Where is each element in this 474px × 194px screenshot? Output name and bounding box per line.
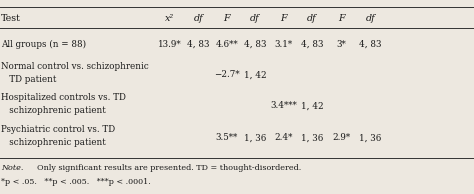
Text: −2.7*: −2.7* xyxy=(214,70,239,79)
Text: 1, 36: 1, 36 xyxy=(244,133,266,142)
Text: 4.6**: 4.6** xyxy=(215,40,238,49)
Text: Only significant results are presented. TD = thought-disordered.: Only significant results are presented. … xyxy=(32,164,301,172)
Text: 13.9*: 13.9* xyxy=(158,40,182,49)
Text: 4, 83: 4, 83 xyxy=(359,40,382,49)
Text: df: df xyxy=(193,14,203,23)
Text: Normal control vs. schizophrenic: Normal control vs. schizophrenic xyxy=(1,62,149,71)
Text: df: df xyxy=(307,14,317,23)
Text: 2.4*: 2.4* xyxy=(274,133,292,142)
Text: Psychiatric control vs. TD: Psychiatric control vs. TD xyxy=(1,126,115,134)
Text: 1, 42: 1, 42 xyxy=(301,101,323,110)
Text: 1, 36: 1, 36 xyxy=(301,133,323,142)
Text: Hospitalized controls vs. TD: Hospitalized controls vs. TD xyxy=(1,94,126,102)
Text: 4, 83: 4, 83 xyxy=(301,40,323,49)
Text: 3.5**: 3.5** xyxy=(216,133,237,142)
Text: 1, 36: 1, 36 xyxy=(359,133,382,142)
Text: 1, 42: 1, 42 xyxy=(244,70,266,79)
Text: schizophrenic patient: schizophrenic patient xyxy=(1,106,106,115)
Text: F: F xyxy=(338,14,345,23)
Text: 3.4***: 3.4*** xyxy=(270,101,297,110)
Text: Test: Test xyxy=(1,14,21,23)
Text: 4, 83: 4, 83 xyxy=(187,40,210,49)
Text: df: df xyxy=(250,14,260,23)
Text: 2.9*: 2.9* xyxy=(332,133,350,142)
Text: 3.1*: 3.1* xyxy=(274,40,292,49)
Text: *p < .05.   **p < .005.   ***p < .0001.: *p < .05. **p < .005. ***p < .0001. xyxy=(1,178,151,186)
Text: All groups (n = 88): All groups (n = 88) xyxy=(1,40,86,49)
Text: 3*: 3* xyxy=(337,40,346,49)
Text: Note.: Note. xyxy=(1,164,23,172)
Text: df: df xyxy=(366,14,375,23)
Text: F: F xyxy=(280,14,287,23)
Text: x²: x² xyxy=(165,14,174,23)
Text: F: F xyxy=(223,14,230,23)
Text: schizophrenic patient: schizophrenic patient xyxy=(1,138,106,147)
Text: TD patient: TD patient xyxy=(1,75,56,84)
Text: 4, 83: 4, 83 xyxy=(244,40,266,49)
